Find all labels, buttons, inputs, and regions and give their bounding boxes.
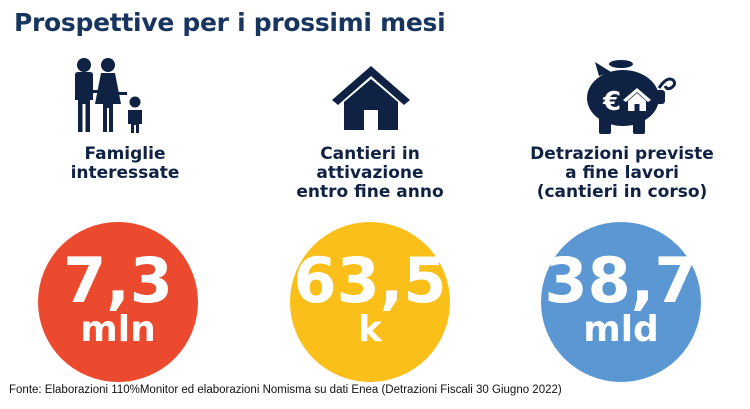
families-label: Famiglie interessate: [70, 144, 180, 183]
worksites-value-circle: 63,5 k: [290, 222, 450, 382]
worksites-value: 63,5: [293, 244, 447, 317]
families-value-circle: 7,3 mln: [38, 222, 198, 382]
deductions-unit: mld: [583, 309, 659, 350]
house-icon: [332, 66, 410, 130]
deductions-value: 38,7: [544, 244, 698, 317]
svg-text:€: €: [602, 87, 621, 117]
page-title: Prospettive per i prossimi mesi: [14, 8, 446, 37]
source-note: Fonte: Elaborazioni 110%Monitor ed elabo…: [9, 384, 562, 396]
worksites-unit: k: [358, 309, 382, 350]
stat-families: Famiglie interessate 7,3 mln: [0, 0, 250, 409]
deductions-label: Detrazioni previste a fine lavori (canti…: [530, 144, 714, 202]
family-icon: [75, 58, 142, 133]
worksites-label: Cantieri in attivazione entro fine anno: [296, 144, 444, 202]
families-value: 7,3: [63, 244, 173, 317]
deductions-value-circle: 38,7 mld: [541, 222, 701, 382]
stat-worksites: Cantieri in attivazione entro fine anno …: [245, 0, 495, 409]
stat-deductions: € Detrazioni previste a fine lavori (can…: [497, 0, 747, 409]
families-unit: mln: [80, 309, 156, 350]
piggy-bank-icon: €: [587, 60, 677, 134]
